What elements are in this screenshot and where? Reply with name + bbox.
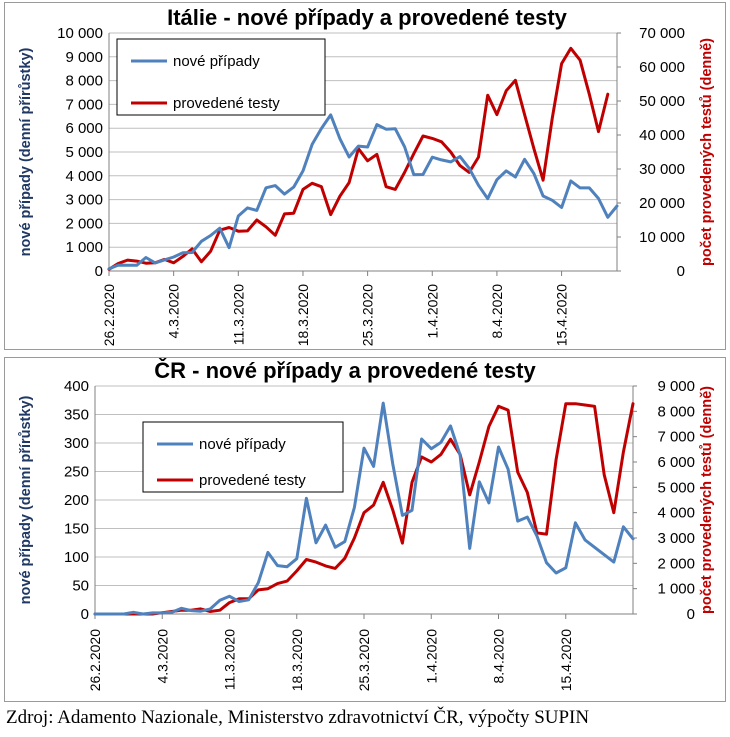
x-tick-label: 8.4.2020 [491, 629, 507, 684]
x-tick-label: 8.4.2020 [489, 284, 505, 339]
x-tick-label: 15.4.2020 [554, 284, 570, 346]
x-tick-label: 18.3.2020 [295, 284, 311, 346]
y-tick-label: 0 [81, 606, 89, 623]
y2-tick-label: 6 000 [657, 454, 695, 471]
y-tick-label: 50 [72, 578, 89, 595]
x-tick-label: 11.3.2020 [230, 284, 246, 345]
y-tick-label: 100 [64, 549, 89, 566]
x-tick-label: 1.4.2020 [424, 284, 440, 339]
x-tick-label: 18.3.2020 [289, 629, 305, 691]
y2-tick-label: 9 000 [657, 378, 695, 395]
y2-tick-label: 40 000 [639, 127, 685, 144]
x-tick-label: 25.3.2020 [360, 284, 376, 346]
chart-title: Itálie - nové případy a provedené testy [167, 5, 568, 30]
y2-tick-label: 3 000 [657, 530, 695, 547]
italy-chart: Itálie - nové případy a provedené testy 0… [18, 5, 715, 346]
y-tick-label: 0 [95, 263, 103, 280]
y2-tick-label: 4 000 [657, 505, 695, 522]
x-tick-label: 25.3.2020 [356, 629, 372, 691]
y-tick-label: 7 000 [65, 96, 103, 113]
y-tick-label: 250 [64, 464, 89, 481]
y2-tick-label: 10 000 [639, 229, 685, 246]
y-tick-label: 150 [64, 521, 89, 538]
y-axis-label: nové případy (denní přírůstky) [18, 395, 34, 604]
series-line-new-cases [107, 113, 619, 271]
y2-tick-label: 20 000 [639, 195, 685, 212]
czech-chart-panel: ČR - nové případy a provedené testy 0 50 10… [4, 357, 726, 702]
legend-label-tests: provedené testy [199, 472, 306, 489]
y-tick-label: 4 000 [65, 168, 103, 185]
italy-chart-panel: Itálie - nové případy a provedené testy 0… [4, 2, 726, 350]
x-tick-label: 11.3.2020 [222, 629, 238, 690]
y2-tick-label: 30 000 [639, 161, 685, 178]
y2-tick-label: 5 000 [657, 479, 695, 496]
x-tick-label: 26.2.2020 [101, 284, 117, 346]
x-tick-label: 4.3.2020 [154, 629, 170, 684]
y2-axis-label: počet provedených testů (denně) [699, 386, 715, 614]
y2-tick-label: 0 [677, 263, 685, 280]
y-tick-label: 10 000 [57, 25, 103, 42]
legend-label-tests: provedené testy [173, 95, 280, 112]
czech-chart: ČR - nové případy a provedené testy 0 50 10… [18, 358, 715, 691]
legend-label-new-cases: nové případy [173, 53, 260, 70]
y2-tick-label: 2 000 [657, 555, 695, 572]
series-line-tests [107, 46, 610, 271]
series-line-new-cases [93, 401, 635, 616]
y2-tick-label: 0 [687, 606, 695, 623]
x-tick-label: 15.4.2020 [558, 629, 574, 691]
y2-tick-label: 50 000 [639, 93, 685, 110]
y2-tick-label: 8 000 [657, 403, 695, 420]
y-tick-label: 300 [64, 435, 89, 452]
y-tick-label: 5 000 [65, 144, 103, 161]
source-note: Zdroj: Adamento Nazionale, Ministerstvo … [6, 707, 590, 728]
y-tick-label: 6 000 [65, 120, 103, 137]
chart-title: ČR - nové případy a provedené testy [154, 358, 536, 383]
x-tick-label: 1.4.2020 [423, 629, 439, 684]
y2-tick-label: 70 000 [639, 25, 685, 42]
legend-label-new-cases: nové případy [199, 436, 286, 453]
y-axis-label: nové případy (denní přírůstky) [18, 47, 34, 256]
y-tick-label: 9 000 [65, 49, 103, 66]
y-tick-label: 400 [64, 378, 89, 395]
y-tick-label: 350 [64, 407, 89, 424]
y-tick-label: 1 000 [65, 239, 103, 256]
y2-axis-label: počet provedených testů (denně) [699, 38, 715, 266]
y-tick-label: 2 000 [65, 215, 103, 232]
x-tick-label: 4.3.2020 [166, 284, 182, 339]
y-tick-label: 3 000 [65, 192, 103, 209]
y2-tick-label: 7 000 [657, 429, 695, 446]
y2-tick-label: 1 000 [657, 581, 695, 598]
x-tick-label: 26.2.2020 [87, 629, 103, 691]
y-tick-label: 8 000 [65, 73, 103, 90]
y2-tick-label: 60 000 [639, 59, 685, 76]
y-tick-label: 200 [64, 492, 89, 509]
